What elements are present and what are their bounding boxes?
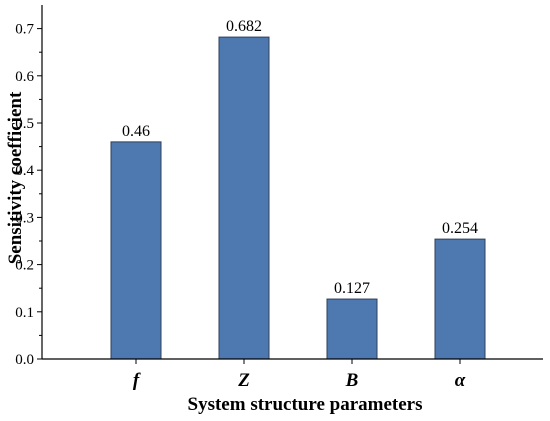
y-tick-label-1: 0.1	[15, 305, 34, 321]
y-axis: 0.0 0.1 0.2 0.3 0.4 0.5 0.6 0.7	[15, 5, 43, 368]
bars-group	[110, 36, 486, 360]
bar-1	[218, 36, 270, 360]
data-label-2: 0.127	[334, 280, 370, 297]
x-axis-title: System structure parameters	[188, 394, 423, 415]
bar-0	[110, 141, 162, 360]
x-tick-label-1: Z	[237, 370, 250, 391]
y-axis-title: Sensitivity coefficient	[5, 91, 26, 264]
bar-2	[326, 298, 378, 360]
x-tick-label-0: f	[133, 370, 141, 391]
bar-3	[434, 238, 486, 360]
data-labels-group: 0.46 0.682 0.127 0.254	[122, 18, 478, 297]
y-tick-label-5: 0.5	[15, 116, 34, 132]
y-tick-label-6: 0.6	[15, 69, 34, 85]
x-tick-label-3: α	[455, 370, 466, 391]
data-label-0: 0.46	[122, 123, 150, 140]
y-tick-label-7: 0.7	[15, 22, 34, 38]
x-tick-label-2: B	[345, 370, 359, 391]
data-label-3: 0.254	[442, 220, 478, 237]
y-tick-label-4: 0.4	[15, 163, 34, 179]
data-label-1: 0.682	[226, 18, 262, 35]
y-tick-label-0: 0.0	[15, 352, 34, 368]
y-tick-label-2: 0.2	[15, 258, 34, 274]
y-tick-label-3: 0.3	[15, 210, 34, 226]
